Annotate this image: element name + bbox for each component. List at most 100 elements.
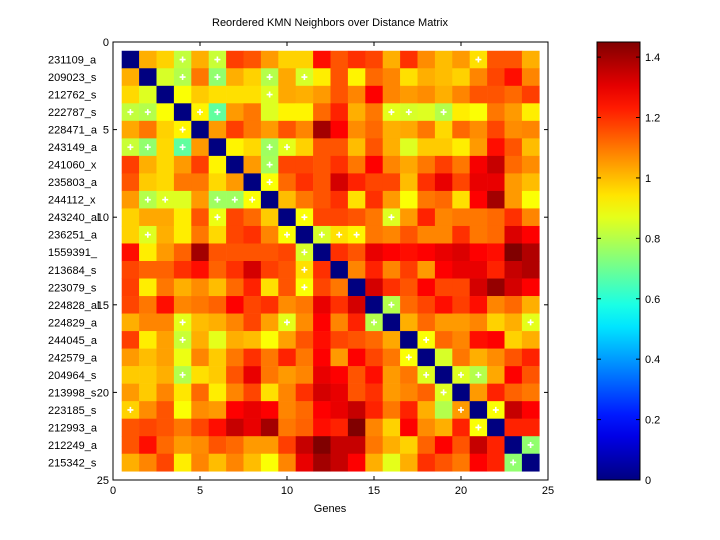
heatmap-cell <box>173 208 192 227</box>
heatmap-cell <box>347 453 366 472</box>
heatmap-cell <box>521 383 540 402</box>
heatmap-cell <box>469 348 488 367</box>
heatmap-cell <box>504 348 523 367</box>
heatmap-cell <box>434 296 453 314</box>
heatmap-cell <box>417 155 436 174</box>
heatmap-cell <box>504 313 523 332</box>
row-label: 241060_x <box>48 160 97 172</box>
heatmap-cell <box>330 366 349 384</box>
row-label: 223185_s <box>48 405 97 417</box>
heatmap-cell <box>347 243 366 262</box>
heatmap-cell <box>139 50 157 69</box>
heatmap-cell <box>156 436 175 455</box>
heatmap-cell <box>487 120 505 139</box>
heatmap-cell <box>400 418 418 437</box>
heatmap-cell <box>504 261 523 279</box>
heatmap-cell <box>400 436 418 455</box>
heatmap-cell <box>330 120 349 139</box>
heatmap-cell <box>452 331 470 349</box>
heatmap-cell <box>226 50 244 69</box>
heatmap-cell <box>191 225 209 244</box>
heatmap-cell <box>139 68 157 87</box>
heatmap-cell <box>521 155 540 174</box>
heatmap-cell <box>156 401 175 419</box>
heatmap-cell <box>504 155 523 174</box>
heatmap-cell <box>139 401 157 419</box>
heatmap-cell <box>191 331 209 349</box>
heatmap-cell <box>243 68 262 87</box>
heatmap-cell <box>139 418 157 437</box>
row-label: 213684_s <box>48 265 97 277</box>
heatmap-cell <box>417 296 436 314</box>
heatmap-cell <box>347 85 366 104</box>
heatmap-cell <box>313 436 331 455</box>
heatmap-cell <box>295 225 314 244</box>
heatmap-cell <box>121 155 140 174</box>
neighbor-mark <box>266 179 273 186</box>
heatmap-cell <box>400 85 418 104</box>
heatmap-cell <box>417 313 436 332</box>
heatmap-cell <box>260 50 279 69</box>
heatmap-cell <box>417 436 436 455</box>
heatmap-cell <box>400 453 418 472</box>
heatmap-cell <box>278 155 296 174</box>
heatmap-cell <box>243 243 262 262</box>
heatmap-cell <box>313 348 331 367</box>
heatmap-cell <box>156 85 175 104</box>
neighbor-mark <box>179 336 186 343</box>
heatmap-cell <box>347 208 366 227</box>
neighbor-mark <box>527 441 534 448</box>
heatmap-cell <box>504 331 523 349</box>
neighbor-mark <box>475 371 482 378</box>
heatmap-cell <box>452 155 470 174</box>
heatmap-cell <box>243 120 262 139</box>
heatmap-cell <box>208 348 227 367</box>
heatmap-cell <box>434 366 453 384</box>
heatmap-cell <box>121 68 140 87</box>
heatmap-cell <box>382 401 401 419</box>
heatmap-cell <box>191 261 209 279</box>
neighbor-marks <box>127 56 534 466</box>
heatmap-cell <box>191 120 209 139</box>
heatmap-cell <box>504 120 523 139</box>
heatmap-cell <box>208 243 227 262</box>
heatmap-cell <box>487 436 505 455</box>
heatmap-cell <box>243 401 262 419</box>
heatmap-cell <box>521 103 540 122</box>
heatmap-cell <box>347 366 366 384</box>
heatmap-cell <box>278 366 296 384</box>
heatmap-cell <box>365 103 383 122</box>
heatmap-cell <box>156 243 175 262</box>
heatmap-cell <box>208 120 227 139</box>
heatmap-cell <box>295 313 314 332</box>
heatmap-cell <box>434 243 453 262</box>
heatmap-cell <box>313 50 331 69</box>
heatmap-cell <box>417 68 436 87</box>
heatmap-cell <box>365 331 383 349</box>
y-ticks: 0 5 10 15 20 25 <box>97 37 548 487</box>
heatmap-cell <box>400 225 418 244</box>
heatmap-cell <box>365 138 383 157</box>
row-label: 209023_s <box>48 72 97 84</box>
heatmap-cell <box>400 208 418 227</box>
heatmap-cell <box>191 50 209 69</box>
heatmap-cell <box>121 261 140 279</box>
heatmap-cell <box>208 383 227 402</box>
heatmap-cell <box>139 155 157 174</box>
heatmap-cell <box>487 190 505 209</box>
heatmap-cell <box>434 401 453 419</box>
heatmap-cell <box>521 138 540 157</box>
row-label: 244112_x <box>48 195 96 207</box>
heatmap-cell <box>400 383 418 402</box>
heatmap-cell <box>173 401 192 419</box>
heatmap-cell <box>278 120 296 139</box>
heatmap-cell <box>330 296 349 314</box>
heatmap-cell <box>330 418 349 437</box>
heatmap-cell <box>365 418 383 437</box>
heatmap-cell <box>452 418 470 437</box>
colorbar-tick-label: 1.4 <box>645 52 660 64</box>
heatmap-cell <box>469 453 488 472</box>
heatmap-cell <box>243 348 262 367</box>
x-tick-label: 0 <box>110 485 116 497</box>
neighbor-mark <box>127 406 134 413</box>
